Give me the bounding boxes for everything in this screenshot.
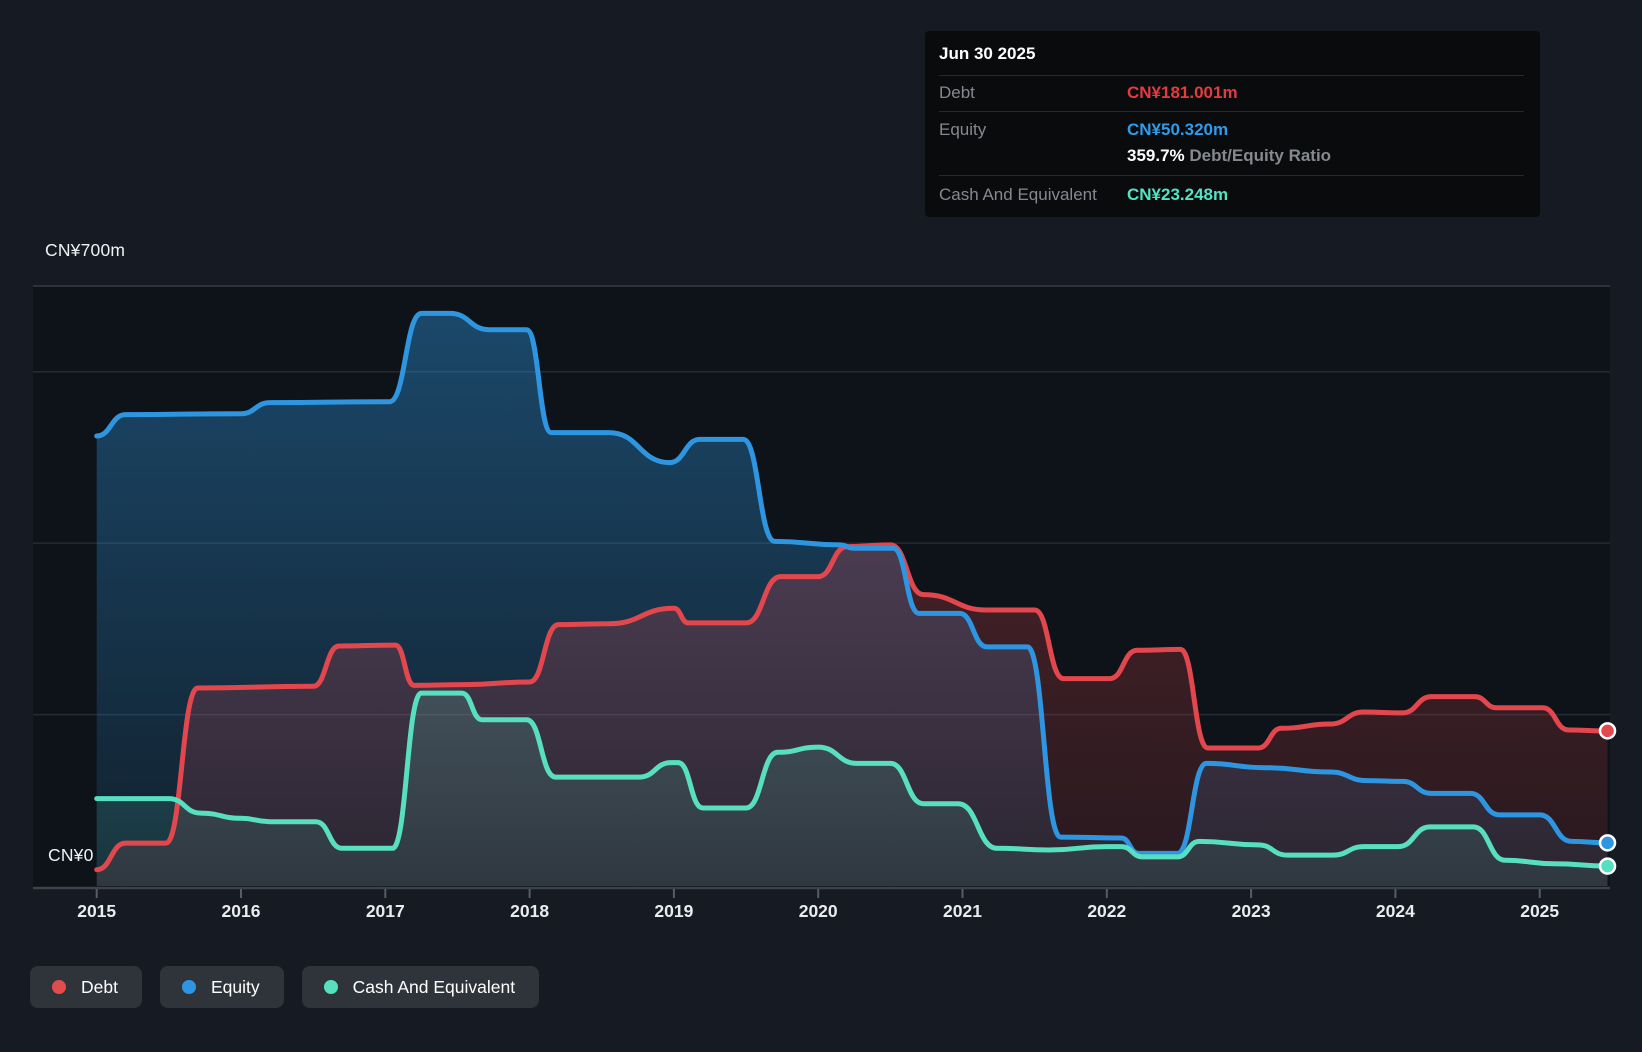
tooltip-debt-label: Debt [939,83,1127,103]
tooltip-row-ratio: 359.7% Debt/Equity Ratio [939,144,1524,176]
debt-end-dot[interactable] [1600,723,1615,738]
tooltip-date: Jun 30 2025 [939,31,1524,76]
tooltip-equity-label: Equity [939,120,1127,140]
chart-tooltip: Jun 30 2025 Debt CN¥181.001m Equity CN¥5… [925,31,1540,217]
tooltip-row-cash: Cash And Equivalent CN¥23.248m [939,176,1524,215]
legend-label: Equity [211,977,260,998]
legend-item-cash-and-equivalent[interactable]: Cash And Equivalent [302,966,539,1008]
legend-label: Debt [81,977,118,998]
y-axis-top-label: CN¥700m [45,240,125,261]
cash-and-equivalent-end-dot[interactable] [1600,859,1615,874]
tooltip-row-debt: Debt CN¥181.001m [939,76,1524,112]
legend-label: Cash And Equivalent [353,977,515,998]
chart-legend: Debt Equity Cash And Equivalent [30,966,539,1008]
legend-dot-icon [52,980,66,994]
legend-item-equity[interactable]: Equity [160,966,284,1008]
tooltip-ratio-caption: Debt/Equity Ratio [1185,146,1331,165]
legend-item-debt[interactable]: Debt [30,966,142,1008]
legend-dot-icon [324,980,338,994]
tooltip-debt-value: CN¥181.001m [1127,83,1238,103]
tooltip-ratio-value: 359.7% Debt/Equity Ratio [1127,146,1331,166]
legend-dot-icon [182,980,196,994]
y-axis-zero-label: CN¥0 [48,845,94,866]
tooltip-row-equity: Equity CN¥50.320m [939,112,1524,144]
tooltip-cash-label: Cash And Equivalent [939,185,1127,205]
tooltip-ratio-percent: 359.7% [1127,146,1185,165]
equity-end-dot[interactable] [1600,835,1615,850]
tooltip-cash-value: CN¥23.248m [1127,185,1228,205]
chart-page: CN¥700m CN¥0 201520162017201820192020202… [0,0,1642,1052]
tooltip-equity-value: CN¥50.320m [1127,120,1228,140]
